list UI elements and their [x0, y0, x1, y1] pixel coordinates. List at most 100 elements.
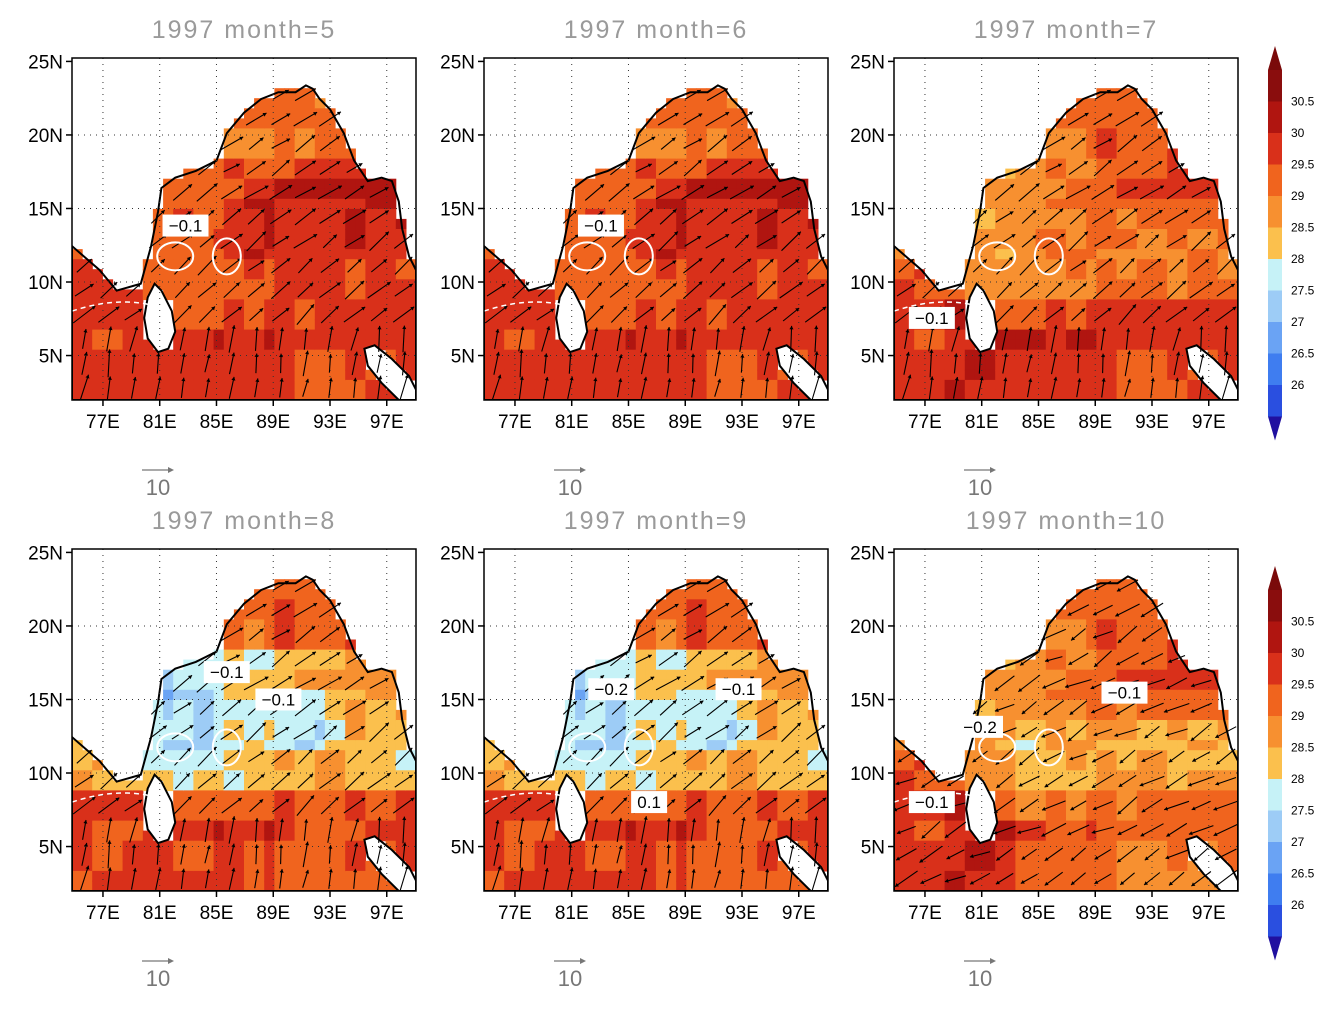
sst-cell [264, 370, 275, 381]
sst-cell [788, 330, 799, 341]
sst-cell [355, 289, 366, 300]
sst-cell [747, 660, 758, 671]
sst-cell [355, 269, 366, 280]
sst-cell [717, 760, 728, 771]
sst-cell [767, 801, 778, 812]
sst-cell [514, 821, 525, 832]
sst-cell [1107, 320, 1118, 331]
sst-cell [72, 340, 83, 351]
sst-cell [365, 680, 376, 691]
sst-cell [1198, 199, 1209, 210]
sst-cell [1107, 360, 1118, 371]
sst-cell [656, 700, 667, 711]
sst-cell [234, 169, 245, 180]
sst-cell [808, 279, 819, 290]
sst-cell [1187, 390, 1198, 401]
sst-cell [1198, 239, 1209, 250]
sst-cell [254, 269, 265, 280]
sst-cell [224, 340, 235, 351]
sst-cell [386, 690, 397, 701]
sst-cell [514, 360, 525, 371]
sst-cell [224, 801, 235, 812]
sst-cell [305, 169, 316, 180]
sst-cell [656, 861, 667, 872]
sst-cell [1198, 249, 1209, 260]
sst-cell [707, 199, 718, 210]
sst-cell [616, 760, 627, 771]
sst-cell [244, 340, 255, 351]
sst-cell [204, 710, 215, 721]
sst-cell [707, 599, 718, 610]
sst-cell [636, 710, 647, 721]
sst-cell [396, 821, 407, 832]
sst-cell [707, 179, 718, 190]
sst-cell [183, 871, 194, 882]
sst-cell [92, 390, 103, 401]
lon-tick-label: 85E [612, 412, 646, 433]
sst-cell [193, 330, 204, 341]
sst-cell [234, 149, 245, 160]
sst-cell [244, 219, 255, 230]
sst-cell [295, 841, 306, 852]
sst-cell [707, 720, 718, 731]
sst-cell [1187, 279, 1198, 290]
sst-cell [697, 310, 708, 321]
sst-cell [1218, 279, 1229, 290]
sst-cell [757, 229, 768, 240]
sst-cell [365, 390, 376, 401]
sst-cell [656, 128, 667, 139]
sst-cell [335, 249, 346, 260]
sst-cell [285, 199, 296, 210]
sst-cell [1107, 310, 1118, 321]
sst-cell [305, 780, 316, 791]
sst-cell [1046, 149, 1057, 160]
sst-cell [335, 340, 346, 351]
sst-cell [365, 790, 376, 801]
sst-cell [305, 710, 316, 721]
sst-cell [92, 360, 103, 371]
sst-cell [1127, 169, 1138, 180]
sst-cell [995, 370, 1006, 381]
sst-cell [305, 861, 316, 872]
sst-cell [234, 219, 245, 230]
sst-cell [945, 370, 956, 381]
sst-cell [767, 730, 778, 741]
sst-cell [707, 821, 718, 832]
sst-cell [274, 790, 285, 801]
sst-cell [636, 390, 647, 401]
sst-cell [204, 881, 215, 892]
sst-cell [666, 330, 677, 341]
sst-cell [92, 881, 103, 892]
sst-cell [234, 279, 245, 290]
sst-cell [914, 340, 925, 351]
sst-cell [285, 861, 296, 872]
sst-cell [234, 289, 245, 300]
sst-cell [244, 370, 255, 381]
sst-cell [1117, 259, 1128, 270]
sst-cell [285, 169, 296, 180]
sst-cell [504, 851, 515, 862]
sst-cell [1167, 299, 1178, 310]
sst-cell [82, 390, 93, 401]
sst-cell [656, 390, 667, 401]
sst-cell [285, 619, 296, 630]
sst-cell [214, 289, 225, 300]
sst-cell [727, 640, 738, 651]
sst-cell [757, 700, 768, 711]
sst-cell [193, 690, 204, 701]
sst-cell [224, 199, 235, 210]
sst-cell [153, 370, 164, 381]
sst-cell [727, 330, 738, 341]
sst-cell [315, 851, 326, 862]
sst-cell [274, 169, 285, 180]
sst-cell [894, 370, 905, 381]
sst-cell [945, 350, 956, 361]
lat-tick-label: 25N [440, 52, 475, 73]
sst-cell [707, 259, 718, 270]
sst-cell [1187, 229, 1198, 240]
sst-cell [264, 149, 275, 160]
sst-cell [656, 249, 667, 260]
sst-cell [727, 770, 738, 781]
sst-cell [924, 360, 935, 371]
